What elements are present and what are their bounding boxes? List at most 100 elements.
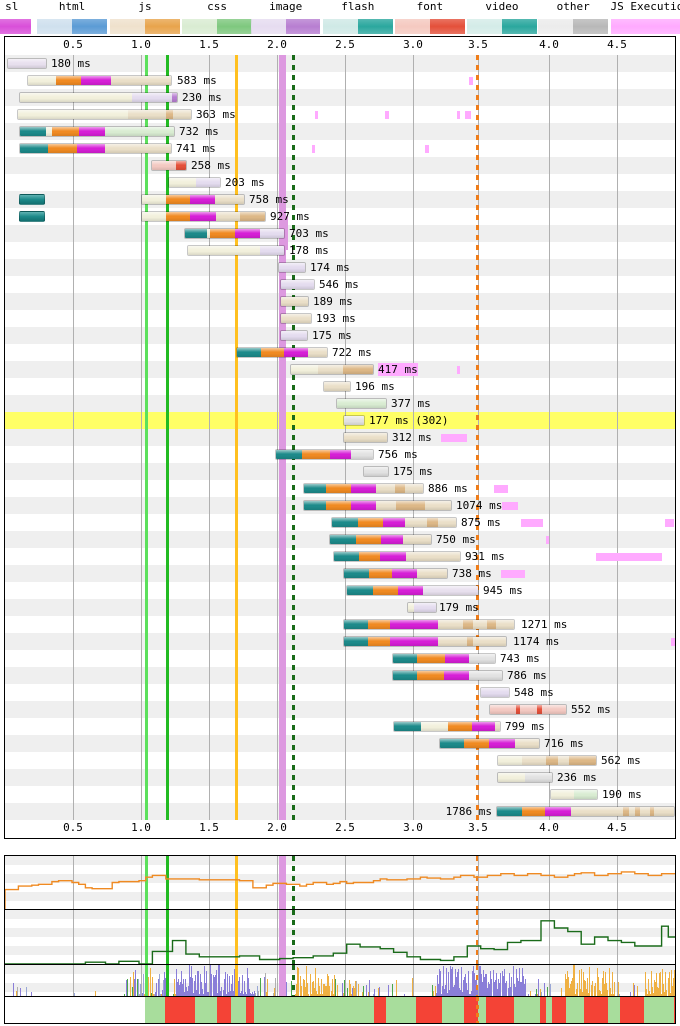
request-duration-label: 189 ms	[313, 295, 353, 308]
request-rows[interactable]: 180 ms 583 ms 230 ms 363 ms 732 ms 741 ms 258 …	[5, 55, 675, 820]
request-bar[interactable]	[392, 653, 496, 664]
request-bar-dns-only[interactable]	[19, 194, 45, 205]
request-bar[interactable]	[480, 687, 510, 698]
main-thread-activity-bar	[613, 994, 615, 996]
request-bar[interactable]	[343, 415, 365, 426]
request-bar[interactable]	[141, 194, 245, 205]
request-bar[interactable]	[363, 466, 389, 477]
main-thread-activity-bar	[452, 967, 454, 996]
request-bar[interactable]	[489, 704, 567, 715]
request-bar[interactable]	[346, 585, 479, 596]
main-thread-activity-bar	[610, 988, 612, 996]
request-bar[interactable]	[184, 228, 285, 239]
request-bar[interactable]	[236, 347, 328, 358]
request-bar[interactable]	[280, 296, 309, 307]
gridline-4-5	[617, 55, 618, 820]
request-duration-label: 743 ms	[500, 652, 540, 665]
request-bar[interactable]	[439, 738, 540, 749]
request-bar[interactable]	[343, 432, 388, 443]
request-bar[interactable]	[280, 330, 308, 341]
main-thread-activity-bar	[496, 973, 498, 996]
request-bar[interactable]	[343, 568, 448, 579]
request-bar[interactable]	[27, 75, 172, 86]
request-bar[interactable]	[331, 517, 457, 528]
table-row[interactable]	[5, 208, 675, 225]
request-bar[interactable]	[393, 721, 501, 732]
table-row[interactable]	[5, 242, 675, 259]
panel-marker-start-render	[145, 910, 148, 964]
request-bar[interactable]	[17, 109, 192, 120]
request-bar[interactable]	[303, 500, 452, 511]
request-bar[interactable]	[323, 381, 351, 392]
request-bar[interactable]	[392, 670, 503, 681]
request-bar[interactable]	[280, 279, 315, 290]
table-row[interactable]	[5, 463, 675, 480]
table-row[interactable]	[5, 412, 675, 429]
table-row[interactable]	[5, 599, 675, 616]
request-bar[interactable]	[329, 534, 432, 545]
request-bar[interactable]	[19, 143, 172, 154]
request-bar[interactable]	[280, 313, 312, 324]
request-bar[interactable]	[275, 449, 374, 460]
table-row[interactable]	[5, 718, 675, 735]
request-bar[interactable]	[141, 211, 266, 222]
bar-segment-dns	[497, 807, 522, 816]
main-thread-activity-bar	[296, 984, 298, 996]
request-bar[interactable]	[497, 772, 553, 783]
request-bar[interactable]	[407, 602, 437, 613]
request-bar[interactable]	[343, 636, 507, 647]
cpu-panel	[4, 909, 676, 965]
table-row[interactable]	[5, 174, 675, 191]
request-bar[interactable]	[550, 789, 598, 800]
table-row[interactable]	[5, 633, 675, 650]
request-bar[interactable]	[19, 92, 178, 103]
bar-segment-ssl	[351, 484, 376, 493]
main-thread-activity-bar	[311, 994, 313, 996]
request-duration-label: 886 ms	[428, 482, 468, 495]
main-thread-activity-bar	[498, 979, 500, 996]
main-thread-activity-bar	[572, 978, 574, 996]
table-row[interactable]	[5, 429, 675, 446]
table-row[interactable]	[5, 55, 675, 72]
main-thread-activity-bar	[566, 979, 568, 996]
table-row[interactable]	[5, 684, 675, 701]
table-row[interactable]	[5, 191, 675, 208]
request-bar[interactable]	[151, 160, 187, 171]
request-bar[interactable]	[497, 755, 597, 766]
request-bar[interactable]	[303, 483, 424, 494]
request-bar[interactable]	[290, 364, 374, 375]
request-bar[interactable]	[343, 619, 515, 630]
main-thread-activity-bar	[517, 978, 519, 996]
main-thread-activity-bar	[561, 988, 563, 996]
table-row[interactable]	[5, 565, 675, 582]
legend-swatch-flash	[323, 19, 393, 34]
main-thread-activity-bar	[298, 968, 300, 996]
table-row[interactable]	[5, 650, 675, 667]
request-bar[interactable]	[19, 126, 175, 137]
request-bar[interactable]	[168, 177, 221, 188]
main-thread-activity-bar	[138, 979, 140, 996]
main-thread-activity-bar	[225, 972, 227, 996]
table-row[interactable]	[5, 293, 675, 310]
waterfall-chart[interactable]: 0.5 1.0 1.5 2.0 2.5 3.0 3.5 4.0 4.5 180 ms 583 ms…	[4, 36, 676, 839]
request-bar-dns-only[interactable]	[19, 211, 45, 222]
request-bar[interactable]	[496, 806, 675, 817]
table-row[interactable]	[5, 157, 675, 174]
request-duration-label: 756 ms	[378, 448, 418, 461]
panel-stripe	[5, 874, 675, 883]
main-thread-activity-bar	[134, 979, 136, 996]
request-bar[interactable]	[7, 58, 47, 69]
table-row[interactable]	[5, 582, 675, 599]
table-row[interactable]	[5, 327, 675, 344]
bar-segment-fontdk	[536, 705, 542, 714]
table-row[interactable]	[5, 667, 675, 684]
request-bar[interactable]	[333, 551, 461, 562]
main-thread-activity-bar	[218, 965, 220, 996]
table-row[interactable]	[5, 616, 675, 633]
request-bar[interactable]	[278, 262, 306, 273]
bar-segment-connect	[357, 518, 384, 527]
request-bar[interactable]	[187, 245, 285, 256]
table-row[interactable]	[5, 259, 675, 276]
request-bar[interactable]	[336, 398, 387, 409]
table-row[interactable]	[5, 225, 675, 242]
